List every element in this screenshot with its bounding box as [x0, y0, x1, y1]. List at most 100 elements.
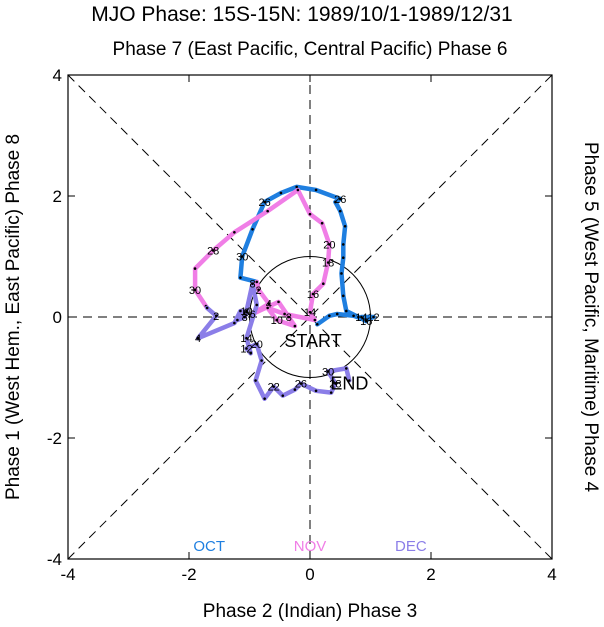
day-label-dec: 2	[213, 311, 219, 323]
y-tick-label: -2	[47, 429, 62, 448]
data-point-oct	[364, 319, 368, 323]
day-label-dec: 22	[268, 382, 280, 394]
left-phase-label: Phase 1 (West Hem., East Pacific) Phase …	[3, 134, 24, 500]
data-point-nov	[311, 292, 315, 296]
data-point-nov	[257, 288, 260, 292]
data-point-oct	[341, 243, 345, 246]
data-point-nov	[308, 212, 312, 216]
data-point-nov	[255, 280, 259, 284]
day-label-oct: 26	[334, 194, 346, 206]
data-point-dec	[345, 367, 348, 370]
day-label-oct: 14	[355, 312, 367, 324]
data-point-dec	[329, 391, 333, 394]
data-point-nov	[283, 312, 286, 316]
data-point-dec	[233, 321, 236, 325]
data-point-dec	[214, 314, 218, 318]
x-tick-label: 0	[305, 565, 314, 584]
data-point-nov	[322, 282, 325, 286]
day-label-nov: 10	[271, 315, 283, 327]
data-point-dec	[314, 389, 318, 393]
data-point-oct	[357, 315, 360, 319]
series-line-oct	[238, 184, 376, 327]
legend-nov: NOV	[294, 538, 327, 555]
series-layer	[192, 184, 376, 401]
data-point-nov	[328, 243, 331, 246]
data-point-oct	[360, 315, 363, 319]
data-point-oct	[341, 294, 345, 298]
month-legend: OCT NOV DEC	[193, 538, 427, 555]
data-point-oct	[338, 197, 342, 201]
day-label-oct: 26	[259, 197, 271, 209]
top-phase-label: Phase 7 (East Pacific, Central Pacific) …	[113, 39, 508, 60]
data-point-nov	[277, 300, 280, 304]
day-label-nov: 30	[189, 285, 201, 297]
day-label-nov: 4	[266, 299, 272, 311]
day-label-dec: 4	[195, 333, 201, 345]
data-point-oct	[340, 272, 343, 275]
data-point-oct	[343, 224, 347, 228]
data-point-oct	[251, 227, 254, 231]
day-label-dec: 10	[240, 306, 252, 318]
day-label-dec: 12	[240, 343, 252, 355]
data-point-dec	[255, 303, 259, 307]
data-point-dec	[293, 388, 297, 391]
day-label-oct: 16	[360, 316, 372, 328]
data-point-dec	[348, 379, 351, 382]
data-point-nov	[193, 267, 197, 270]
data-point-oct	[328, 314, 331, 318]
data-point-nov	[326, 261, 330, 264]
chart-title: MJO Phase: 15S-15N: 1989/10/1-1989/12/31	[91, 3, 512, 26]
data-point-dec	[254, 379, 257, 382]
day-label-nov: 2	[256, 285, 262, 297]
data-point-oct	[295, 185, 298, 189]
data-point-oct	[338, 209, 342, 213]
day-label-dec: 20	[251, 339, 263, 351]
day-label-dec: 8	[249, 279, 255, 291]
x-tick-label: 2	[426, 565, 435, 584]
x-tick-label: 4	[547, 565, 556, 584]
data-point-oct	[335, 312, 339, 316]
legend-oct: OCT	[193, 538, 225, 555]
data-point-dec	[249, 352, 253, 355]
data-point-dec	[239, 309, 242, 313]
data-point-dec	[236, 318, 239, 322]
data-point-nov	[267, 302, 271, 305]
day-label-nov: 16	[307, 289, 319, 301]
data-point-nov	[308, 310, 312, 314]
data-point-dec	[251, 282, 254, 286]
data-point-oct	[263, 200, 266, 204]
day-label-dec: 28	[329, 379, 341, 391]
data-point-nov	[287, 315, 291, 319]
data-point-dec	[299, 382, 303, 385]
data-point-oct	[352, 314, 355, 318]
data-point-dec	[243, 315, 246, 319]
data-point-dec	[245, 309, 248, 313]
data-point-oct	[341, 256, 345, 260]
day-label-oct: 30	[236, 252, 248, 264]
day-label-dec: 8	[242, 312, 248, 324]
x-tick-label: -4	[60, 565, 75, 584]
data-point-oct	[334, 200, 337, 204]
series-line-nov	[192, 187, 332, 329]
bottom-phase-label: Phase 2 (Indian) Phase 3	[203, 601, 417, 622]
day-label-nov: 28	[207, 245, 219, 257]
y-tick-label: 0	[53, 308, 62, 327]
data-point-nov	[266, 306, 269, 310]
data-point-dec	[263, 397, 266, 400]
day-label-dec: 26	[295, 379, 307, 391]
day-label-dec: 14	[240, 333, 252, 345]
data-point-nov	[293, 324, 297, 328]
guide-diagonal-falling	[67, 74, 553, 560]
data-point-dec	[245, 347, 248, 350]
day-label-nov: 6	[249, 309, 255, 321]
day-label-oct: 12	[367, 312, 379, 324]
day-label-nov: 18	[322, 258, 334, 270]
data-point-oct	[314, 188, 318, 192]
data-point-oct	[315, 322, 319, 326]
y-tick-label: -4	[47, 550, 62, 569]
data-point-oct	[345, 309, 348, 313]
data-point-nov	[275, 318, 279, 322]
data-point-nov	[313, 318, 317, 322]
